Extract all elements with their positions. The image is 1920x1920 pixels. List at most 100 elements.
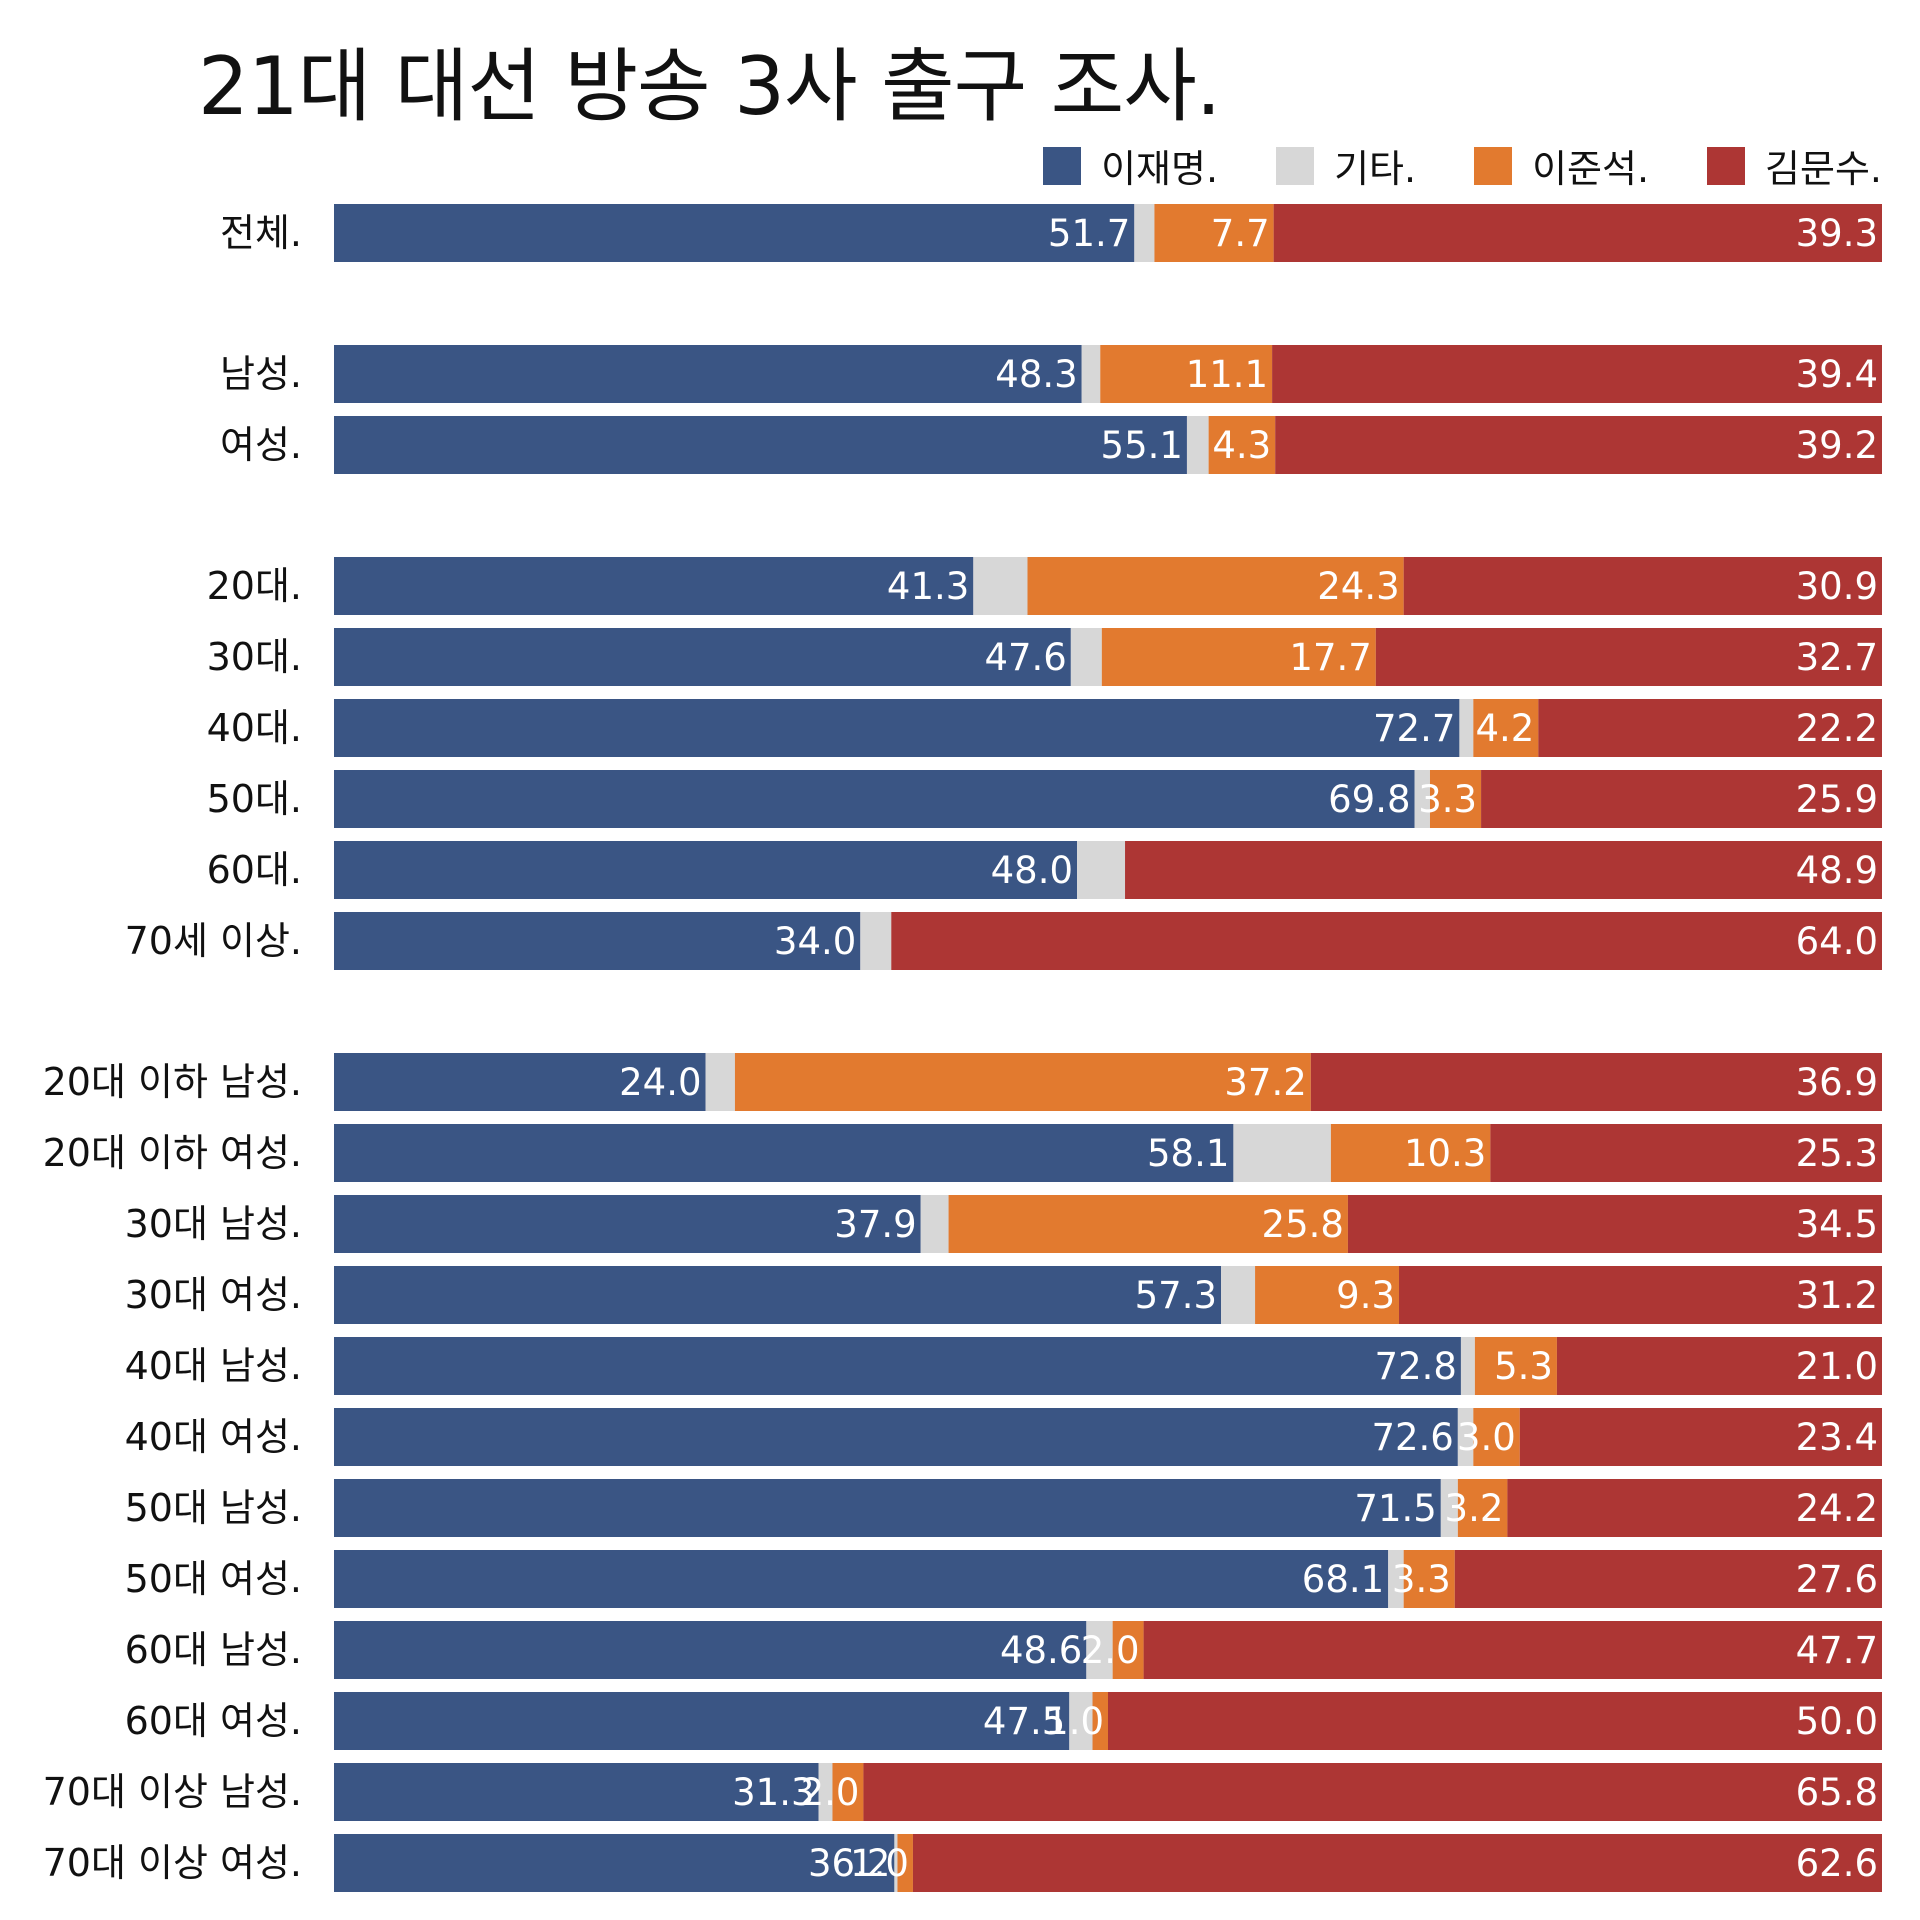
value-label-kim: 25.3 bbox=[1796, 1132, 1878, 1175]
bar-segment-kim bbox=[1490, 1124, 1882, 1182]
bar-segment-lee bbox=[334, 1763, 819, 1821]
bar-segment-lee bbox=[334, 345, 1082, 403]
value-label-kim: 32.7 bbox=[1796, 636, 1878, 679]
value-label-lee: 34.0 bbox=[774, 920, 856, 963]
value-label-lee: 55.1 bbox=[1101, 424, 1183, 467]
legend-swatch-other bbox=[1276, 146, 1315, 185]
value-label-kim: 36.9 bbox=[1796, 1061, 1878, 1104]
value-label-lee: 72.8 bbox=[1375, 1345, 1457, 1388]
bar-segment-lee bbox=[334, 1053, 706, 1111]
bar-segment-junseok bbox=[1027, 557, 1404, 615]
row-label: 40대. bbox=[207, 706, 302, 750]
bar-segment-lee bbox=[334, 1479, 1441, 1537]
bar-segment-junseok bbox=[1154, 204, 1274, 262]
value-label-lee: 72.7 bbox=[1373, 707, 1455, 750]
value-label-lee: 72.6 bbox=[1371, 1416, 1453, 1459]
bar-segment-kim bbox=[1272, 345, 1882, 403]
bar-segment-other bbox=[1186, 416, 1209, 474]
legend-label-kim: 김문수. bbox=[1765, 147, 1882, 191]
bar-segment-lee bbox=[334, 1621, 1087, 1679]
bar-segment-other bbox=[894, 1834, 898, 1892]
bar-segment-lee bbox=[334, 912, 861, 970]
legend-swatch-kim bbox=[1707, 146, 1746, 185]
value-label-junseok: 3.3 bbox=[1392, 1558, 1451, 1601]
bar-segment-other bbox=[1086, 1621, 1113, 1679]
value-label-junseok: 1.0 bbox=[850, 1842, 909, 1885]
row-label: 70대 이상 여성. bbox=[43, 1841, 302, 1885]
row-label: 60대 남성. bbox=[125, 1628, 302, 1672]
bar-segment-lee bbox=[334, 1266, 1221, 1324]
value-label-lee: 24.0 bbox=[619, 1061, 701, 1104]
row-label: 70대 이상 남성. bbox=[43, 1770, 302, 1814]
bar-segment-kim bbox=[1481, 770, 1882, 828]
value-label-junseok: 2.0 bbox=[801, 1771, 860, 1814]
value-label-lee: 31.3 bbox=[732, 1771, 814, 1814]
row-label: 40대 여성. bbox=[125, 1415, 302, 1459]
bar-segment-kim bbox=[1538, 699, 1882, 757]
bar-segment-other bbox=[1077, 841, 1126, 899]
value-label-lee: 36.2 bbox=[808, 1842, 890, 1885]
value-label-junseok: 11.1 bbox=[1186, 353, 1268, 396]
bar-segment-lee bbox=[334, 699, 1460, 757]
bar-segment-junseok bbox=[1403, 1550, 1455, 1608]
value-label-lee: 37.9 bbox=[834, 1203, 916, 1246]
bar-segment-other bbox=[1457, 1408, 1474, 1466]
bar-segment-junseok bbox=[1208, 416, 1276, 474]
bar-segment-kim bbox=[1310, 1053, 1882, 1111]
bar-segment-kim bbox=[1347, 1195, 1882, 1253]
value-label-junseok: 9.3 bbox=[1336, 1274, 1395, 1317]
value-label-junseok: 37.2 bbox=[1224, 1061, 1306, 1104]
value-label-kim: 25.9 bbox=[1796, 778, 1878, 821]
bar-segment-lee bbox=[334, 1692, 1070, 1750]
legend-item-kim: 김문수. bbox=[1707, 138, 1882, 193]
value-label-lee: 47.5 bbox=[983, 1700, 1065, 1743]
bar-segment-lee bbox=[334, 204, 1135, 262]
bar-segment-other bbox=[1440, 1479, 1458, 1537]
bar-segment-other bbox=[1069, 1692, 1093, 1750]
bar-segment-kim bbox=[863, 1763, 1882, 1821]
row-label: 20대 이하 여성. bbox=[43, 1131, 302, 1175]
bar-segment-junseok bbox=[1112, 1621, 1144, 1679]
bar-segment-kim bbox=[1507, 1479, 1882, 1537]
value-label-kim: 23.4 bbox=[1796, 1416, 1878, 1459]
row-label: 20대. bbox=[207, 564, 302, 608]
bar-segment-other bbox=[1134, 204, 1155, 262]
bar-segment-junseok bbox=[1100, 345, 1273, 403]
bar-segment-lee bbox=[334, 416, 1187, 474]
value-label-junseok: 17.7 bbox=[1289, 636, 1371, 679]
bar-segment-junseok bbox=[897, 1834, 913, 1892]
bar-segment-other bbox=[920, 1195, 949, 1253]
value-label-kim: 64.0 bbox=[1796, 920, 1878, 963]
row-label: 30대 여성. bbox=[125, 1273, 302, 1317]
value-label-junseok: 3.2 bbox=[1445, 1487, 1504, 1530]
legend: 이재명. 기타. 이준석. 김문수. bbox=[985, 138, 1882, 193]
legend-item-other: 기타. bbox=[1276, 138, 1416, 193]
bar-segment-lee bbox=[334, 1550, 1389, 1608]
bar-segment-junseok bbox=[1255, 1266, 1400, 1324]
bar-segment-junseok bbox=[1101, 628, 1376, 686]
bar-segment-kim bbox=[1273, 204, 1882, 262]
bar-segment-lee bbox=[334, 628, 1071, 686]
legend-label-lee: 이재명. bbox=[1101, 147, 1219, 191]
value-label-lee: 68.1 bbox=[1302, 1558, 1384, 1601]
value-label-lee: 48.6 bbox=[1000, 1629, 1082, 1672]
bar-segment-other bbox=[1070, 628, 1102, 686]
legend-label-other: 기타. bbox=[1334, 147, 1417, 191]
value-label-kim: 39.2 bbox=[1796, 424, 1878, 467]
bar-segment-other bbox=[860, 912, 892, 970]
value-label-kim: 48.9 bbox=[1796, 849, 1878, 892]
value-label-kim: 30.9 bbox=[1796, 565, 1878, 608]
bar-segment-junseok bbox=[1473, 1408, 1520, 1466]
bar-segment-lee bbox=[334, 770, 1415, 828]
value-label-junseok: 24.3 bbox=[1317, 565, 1399, 608]
bar-segment-other bbox=[705, 1053, 735, 1111]
value-label-junseok: 5.3 bbox=[1494, 1345, 1553, 1388]
bar-segment-kim bbox=[1275, 416, 1882, 474]
value-label-lee: 47.6 bbox=[984, 636, 1066, 679]
bar-segment-junseok bbox=[1429, 770, 1482, 828]
bar-segment-other bbox=[1414, 770, 1430, 828]
row-label: 남성. bbox=[220, 352, 302, 396]
row-label: 50대. bbox=[207, 777, 302, 821]
bar-segment-kim bbox=[1519, 1408, 1882, 1466]
bar-segment-other bbox=[1459, 699, 1474, 757]
